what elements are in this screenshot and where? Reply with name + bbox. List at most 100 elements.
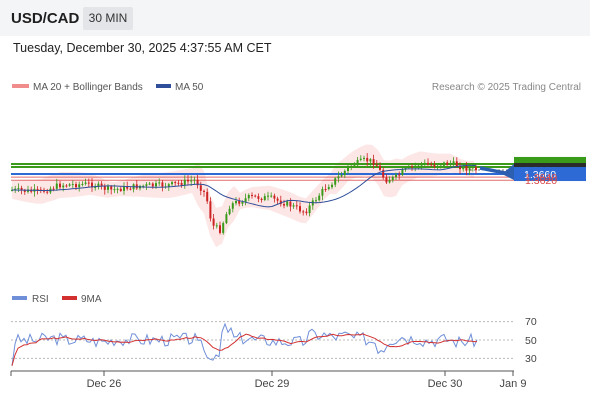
candle-body [292, 205, 295, 207]
candle-body [148, 183, 151, 185]
candle-body [190, 180, 193, 182]
candle-body [97, 183, 100, 188]
candle-body [94, 187, 97, 189]
candle-body [411, 166, 413, 168]
candle-body [385, 177, 388, 183]
level-label: 1.3640 [525, 172, 557, 184]
candle-body [337, 176, 340, 179]
rsi-legend-swatch [12, 296, 27, 300]
candle-body [65, 185, 68, 187]
candle-body [443, 162, 445, 166]
candle-body [87, 182, 90, 184]
candle-body [155, 183, 157, 187]
candle-body [36, 188, 39, 190]
candle-body [142, 185, 145, 187]
candle-body [171, 182, 173, 185]
rsi-ma-legend-swatch [62, 296, 77, 300]
candle-body [84, 182, 87, 184]
candle-body [235, 200, 237, 204]
candle-body [81, 183, 84, 185]
candle-body [318, 195, 321, 201]
candle-body [260, 198, 263, 200]
candle-body [107, 186, 109, 190]
candle-body [193, 179, 196, 181]
x-axis-label-dec30: Dec 30 [428, 378, 463, 390]
level-label: 1.3620 [525, 175, 557, 187]
candle-body [430, 164, 433, 166]
candle-body [241, 202, 244, 204]
candle-body [302, 211, 305, 213]
ma50-legend-label: MA 50 [175, 82, 204, 93]
candle-body [267, 195, 269, 197]
candle-body [283, 204, 285, 206]
rsi-ma-legend-label: 9MA [81, 294, 102, 305]
forecast-arrow-head [502, 163, 514, 180]
candle-body [145, 184, 148, 186]
candle-body [174, 182, 177, 184]
ma50-legend-swatch [156, 84, 171, 88]
timestamp: Tuesday, December 30, 2025 4:37:55 AM CE… [13, 41, 272, 55]
ma50-line [12, 164, 477, 208]
candle-body [427, 162, 429, 165]
candle-body [276, 198, 279, 201]
candle-body [321, 188, 324, 196]
candle-body [116, 188, 119, 190]
rsi-tick-30: 30 [525, 353, 537, 365]
candle-body [340, 175, 343, 177]
candle-body [215, 225, 218, 227]
candle-body [59, 183, 61, 188]
ma20-legend-label: MA 20 + Bollinger Bands [33, 82, 143, 93]
candle-body [203, 190, 205, 192]
candle-body [363, 157, 365, 159]
candle-body [100, 183, 103, 186]
bollinger-band [12, 144, 474, 248]
candle-body [475, 167, 477, 171]
candle-body [343, 170, 346, 176]
candle-body [219, 225, 221, 233]
candle-body [417, 165, 420, 167]
candle-body [372, 159, 375, 165]
candle-body [123, 186, 125, 191]
rsi-legend-label: RSI [32, 294, 49, 305]
candle-body [331, 184, 333, 188]
timeframe-badge[interactable]: 30 MIN [83, 7, 133, 30]
rsi-line [11, 322, 478, 366]
candle-body [183, 179, 186, 186]
candle-body [391, 176, 394, 181]
candle-body [110, 186, 113, 190]
candle-body [228, 208, 231, 215]
candle-body [91, 182, 93, 188]
candle-body [279, 200, 282, 205]
instrument-title: USD/CAD [11, 10, 80, 27]
candle-body [126, 186, 129, 189]
candle-body [334, 178, 337, 185]
candle-body [308, 205, 311, 214]
candle-body [68, 184, 71, 186]
candle-body [231, 203, 234, 209]
candle-body [455, 161, 458, 167]
candle-body [78, 184, 81, 188]
candle-body [273, 195, 276, 199]
candle-body [462, 165, 465, 170]
candle-body [113, 189, 116, 191]
bollinger-band-area [12, 144, 474, 248]
candlesticks [11, 153, 477, 235]
candle-body [247, 194, 250, 199]
candle-body [439, 165, 442, 167]
candle-body [71, 184, 74, 186]
candle-body [315, 200, 317, 202]
x-axis-label-dec29: Dec 29 [255, 378, 290, 390]
candle-body [289, 201, 292, 207]
candle-body [347, 166, 349, 171]
forecast-arrow [479, 163, 514, 180]
candle-body [222, 223, 225, 233]
candle-body [414, 165, 417, 167]
candle-body [295, 205, 298, 207]
candle-body [14, 188, 17, 190]
candle-body [17, 187, 20, 189]
candle-body [471, 167, 474, 169]
candle-body [20, 187, 23, 191]
candle-body [103, 185, 106, 190]
